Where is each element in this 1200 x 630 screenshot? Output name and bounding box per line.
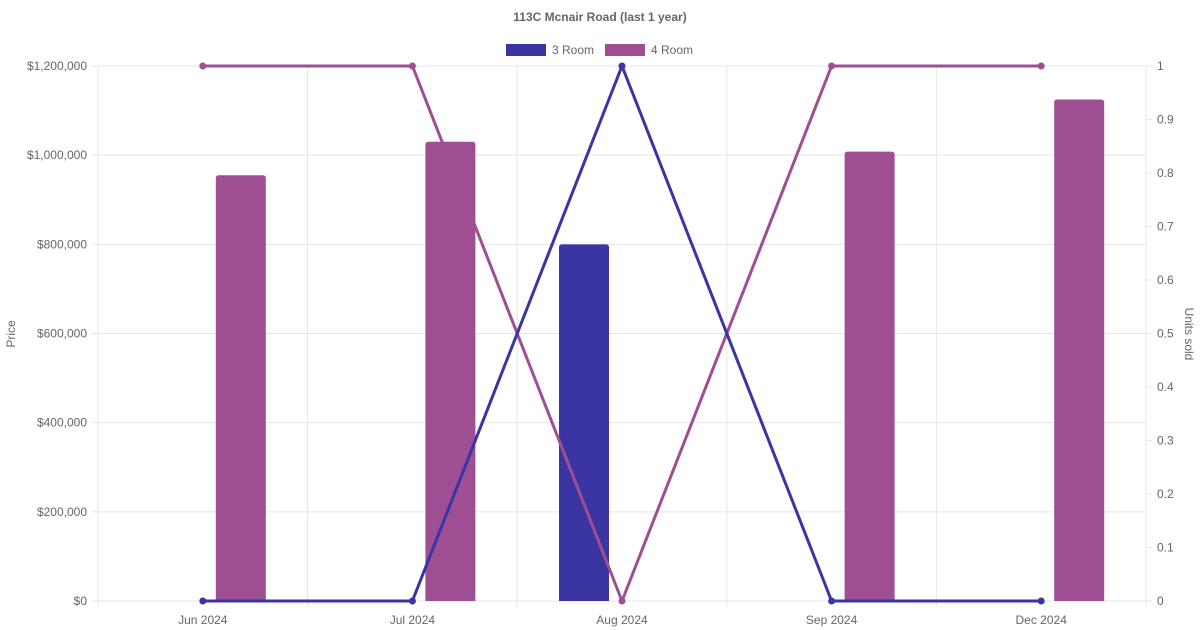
- units-point-4-room: [408, 62, 416, 70]
- legend-swatch-3-room[interactable]: [506, 44, 546, 56]
- price-bar-4-room: [425, 141, 476, 601]
- units-point-4-room: [828, 62, 836, 70]
- y-right-tick-label: 0.6: [1157, 273, 1174, 287]
- y-right-tick-label: 0.1: [1157, 541, 1174, 555]
- legend-swatch-4-room[interactable]: [605, 44, 645, 56]
- y-right-tick-label: 0: [1157, 594, 1164, 608]
- units-point-3-room: [408, 597, 416, 605]
- units-sold-lines: [199, 62, 1045, 605]
- units-point-3-room: [1037, 597, 1045, 605]
- x-tick-label: Jun 2024: [178, 613, 228, 627]
- y-left-tick-label: $1,000,000: [27, 148, 87, 162]
- y-left-tick-label: $0: [74, 594, 88, 608]
- legend: 3 Room 4 Room: [506, 43, 693, 57]
- units-point-4-room: [199, 62, 207, 70]
- x-tick-label: Jul 2024: [390, 613, 436, 627]
- axes: $0 $200,000 $400,000 $600,000 $800,000 $1,000…: [27, 59, 1174, 627]
- legend-label-3-room[interactable]: 3 Room: [552, 43, 594, 57]
- y-left-axis-title: Price: [4, 320, 18, 348]
- units-point-3-room: [199, 597, 207, 605]
- x-tick-label: Aug 2024: [596, 613, 648, 627]
- price-bar-4-room: [1054, 99, 1105, 601]
- y-left-tick-label: $600,000: [37, 327, 87, 341]
- y-left-tick-label: $400,000: [37, 416, 87, 430]
- price-bar-4-room: [844, 151, 895, 601]
- legend-label-4-room[interactable]: 4 Room: [651, 43, 693, 57]
- x-tick-label: Dec 2024: [1016, 613, 1068, 627]
- price-bar-3-room: [559, 244, 609, 602]
- y-right-tick-label: 0.3: [1157, 434, 1174, 448]
- y-left-tick-label: $1,200,000: [27, 59, 87, 73]
- y-right-tick-label: 0.9: [1157, 113, 1174, 127]
- chart-title: 113C Mcnair Road (last 1 year): [513, 10, 686, 24]
- y-right-tick-label: 0.8: [1157, 166, 1174, 180]
- y-right-tick-label: 0.4: [1157, 380, 1174, 394]
- y-left-tick-label: $200,000: [37, 505, 87, 519]
- y-right-tick-label: 0.7: [1157, 220, 1174, 234]
- y-left-tick-label: $800,000: [37, 237, 87, 251]
- price-bars: [215, 99, 1105, 602]
- y-right-tick-label: 1: [1157, 59, 1164, 73]
- units-point-4-room: [618, 597, 626, 605]
- y-right-axis-title: Units sold: [1182, 308, 1196, 361]
- units-point-3-room: [828, 597, 836, 605]
- y-right-tick-label: 0.5: [1157, 327, 1174, 341]
- y-right-tick-label: 0.2: [1157, 487, 1174, 501]
- units-point-3-room: [618, 62, 626, 70]
- price-bar-4-room: [215, 175, 266, 601]
- units-point-4-room: [1037, 62, 1045, 70]
- x-tick-label: Sep 2024: [806, 613, 858, 627]
